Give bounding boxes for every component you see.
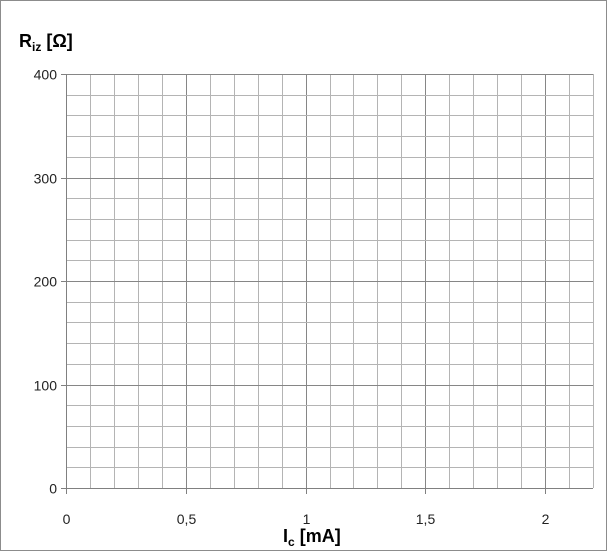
x-tick-label: 2 [542, 511, 550, 527]
x-tick-label: 0 [63, 511, 71, 527]
x-tick-label: 1,5 [416, 511, 436, 527]
x-axis-label: Ic [mA] [283, 526, 341, 549]
x-tick-label: 0,5 [177, 511, 197, 527]
y-tick-label: 100 [34, 378, 58, 394]
x-axis-label-sub: c [288, 535, 295, 549]
y-axis-label: Riz [Ω] [19, 31, 73, 54]
y-tick-label: 400 [34, 67, 58, 83]
y-tick-label: 0 [49, 481, 57, 497]
y-axis-label-unit: [Ω] [46, 31, 73, 51]
x-axis-label-main: I [283, 526, 289, 546]
x-tick-label: 1 [303, 511, 311, 527]
y-tick-label: 200 [34, 274, 58, 290]
y-axis-label-sub: iz [32, 40, 42, 54]
y-tick-label: 300 [34, 171, 58, 187]
y-axis-label-main: R [19, 31, 32, 51]
x-axis-label-unit: [mA] [299, 526, 341, 546]
